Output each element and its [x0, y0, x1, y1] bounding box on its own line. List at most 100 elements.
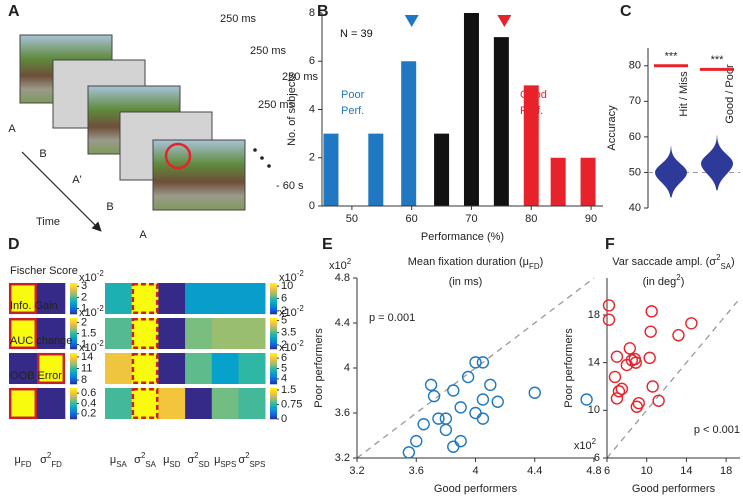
y-tick-label: 4.4	[335, 317, 350, 329]
heatmap-cell	[238, 353, 266, 384]
x-tick-label: 3.6	[409, 465, 424, 477]
colorbar-step	[270, 296, 277, 299]
x-scale-label: x102	[574, 437, 596, 452]
colorbar-step	[70, 363, 77, 366]
colorbar-step	[70, 331, 77, 334]
text-part: x10	[279, 342, 297, 354]
colorbar-step	[270, 392, 277, 395]
y-tick-label: 70	[629, 95, 641, 107]
colorbar-step	[70, 342, 77, 345]
colorbar-step	[270, 309, 277, 312]
column-label: σ2SA	[134, 451, 156, 469]
colorbar-step	[270, 406, 277, 409]
colorbar-step	[70, 283, 77, 285]
text-part: -2	[97, 339, 104, 348]
highlight-box	[8, 387, 38, 420]
colorbar-label: 4	[281, 373, 287, 385]
colorbar-step	[70, 295, 77, 298]
heatmap-cell	[211, 388, 239, 419]
colorbar-step	[70, 405, 77, 407]
colorbar-step	[270, 287, 277, 290]
text-part: x10	[79, 272, 97, 284]
heatmap-cell	[238, 283, 266, 314]
scatter-point	[439, 423, 453, 437]
colorbar-step	[70, 339, 77, 342]
heatmap-cell	[37, 353, 66, 384]
x-tick-label: 4.4	[527, 465, 542, 477]
y-tick-label: 6	[309, 55, 315, 67]
x-tick-label: 14	[680, 465, 692, 477]
text-part: x10	[574, 440, 592, 452]
bar	[434, 133, 450, 206]
colorbar-step	[270, 290, 277, 293]
column-label: μFD	[15, 454, 32, 469]
column-label: μSD	[163, 454, 181, 469]
frame-label: A	[139, 229, 147, 241]
colorbar-label: 14	[81, 351, 93, 363]
p-value: p < 0.001	[694, 424, 740, 436]
colorbar-label: 2	[81, 316, 87, 328]
scatter-point	[602, 299, 616, 312]
colorbar-step	[270, 331, 277, 334]
panel-label: B	[317, 3, 329, 20]
x-tick-label: 3.2	[349, 465, 364, 477]
colorbar-step	[270, 373, 277, 375]
scatter-point	[528, 386, 541, 399]
annotation: Good	[520, 89, 547, 101]
text-part: (in ms)	[449, 276, 483, 288]
heatmap-cell	[105, 318, 132, 349]
colorbar-step	[70, 380, 77, 383]
colorbar-step	[70, 394, 77, 397]
heatmap-cell	[158, 388, 186, 419]
highlight-box	[131, 387, 159, 420]
colorbar-step	[270, 414, 277, 417]
colorbar-step	[270, 366, 277, 369]
colorbar-step	[270, 353, 277, 355]
scatter-point	[685, 317, 698, 330]
scatter-point	[652, 394, 665, 407]
colorbar-step	[270, 398, 277, 401]
colorbar-step	[270, 318, 277, 320]
colorbar-step	[270, 365, 277, 368]
colorbar-step	[270, 300, 277, 302]
colorbar-step	[270, 409, 277, 412]
text-part: 2	[245, 451, 249, 460]
y-axis-label: Poor performers	[313, 328, 325, 408]
colorbar-step	[270, 374, 277, 377]
colorbar-step	[270, 408, 277, 410]
text-part: 2	[194, 451, 198, 460]
colorbar-label: 1.5	[281, 384, 296, 396]
colorbar-label: 8	[81, 374, 87, 386]
colorbar-step	[70, 391, 77, 393]
colorbar-step	[270, 360, 277, 363]
heatmap-cell	[211, 283, 239, 314]
ellipsis-dot	[267, 164, 271, 168]
text-part: x10	[79, 342, 97, 354]
colorbar-step	[270, 335, 277, 337]
colorbar-step	[270, 368, 277, 371]
y-scale-label: x102	[329, 257, 351, 272]
time-label: Time	[36, 216, 60, 228]
colorbar-step	[270, 370, 277, 372]
colorbar-step	[70, 347, 77, 350]
colorbar-step	[270, 324, 277, 327]
colorbar-step	[270, 286, 277, 288]
colorbar-label: 6	[281, 352, 287, 364]
colorbar-step	[70, 359, 77, 362]
frame-label: B	[39, 148, 46, 160]
colorbar-step	[70, 336, 77, 339]
colorbar-step	[70, 301, 77, 304]
text-part: FD	[529, 262, 540, 271]
heatmap-cell	[158, 318, 186, 349]
colorbar-step	[70, 357, 77, 360]
colorbar-step	[70, 382, 77, 385]
panel-label: D	[8, 236, 20, 253]
end-label: - 60 s	[276, 180, 304, 192]
colorbar-step	[270, 362, 277, 365]
bar	[463, 13, 479, 206]
highlight-box	[8, 282, 38, 315]
text-part: SD	[169, 460, 180, 469]
scatter-point	[469, 406, 482, 420]
scatter-point	[447, 440, 460, 453]
